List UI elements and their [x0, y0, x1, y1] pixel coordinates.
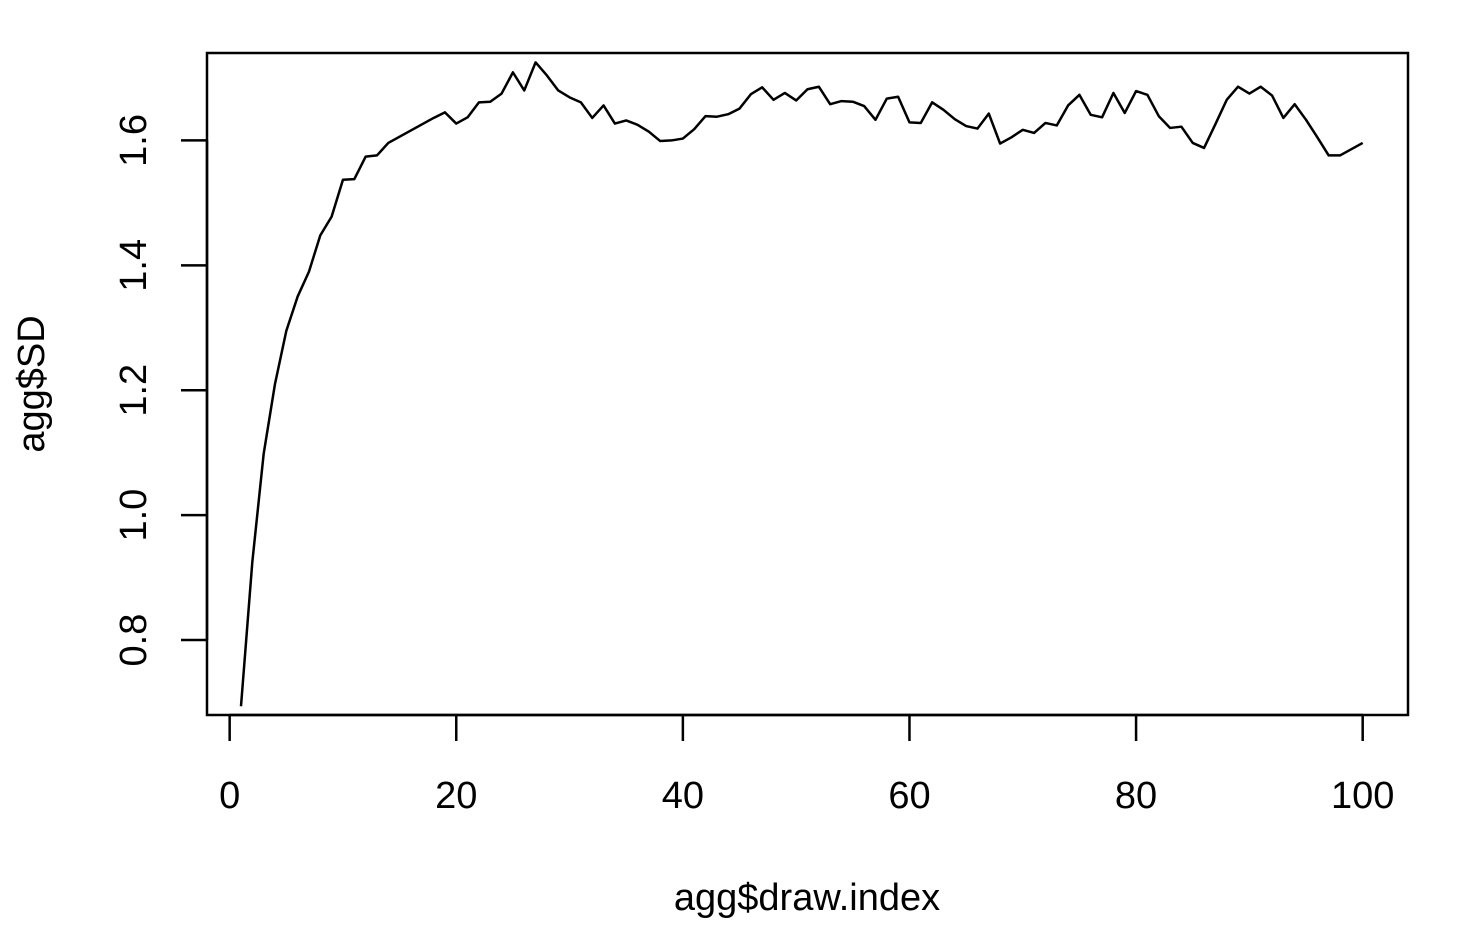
x-axis-title: agg$draw.index [674, 877, 940, 919]
x-tick-label: 40 [662, 775, 704, 817]
y-axis-title: agg$SD [11, 315, 53, 452]
x-axis: 0 20 40 60 80 100 [219, 713, 1394, 817]
x-tick-label: 80 [1115, 775, 1157, 817]
sd-series-line [239, 61, 1364, 707]
y-tick-label: 1.0 [113, 489, 155, 542]
y-axis: 0.8 1.0 1.2 1.4 1.6 [113, 114, 209, 667]
plot-frame [205, 51, 1410, 717]
x-tick-label: 20 [435, 775, 477, 817]
y-tick-label: 1.2 [113, 364, 155, 417]
x-tick-label: 60 [888, 775, 930, 817]
x-tick-label: 0 [219, 775, 240, 817]
y-tick-label: 1.6 [113, 114, 155, 167]
y-tick-label: 0.8 [113, 614, 155, 667]
x-tick-label: 100 [1331, 775, 1394, 817]
y-tick-label: 1.4 [113, 239, 155, 292]
